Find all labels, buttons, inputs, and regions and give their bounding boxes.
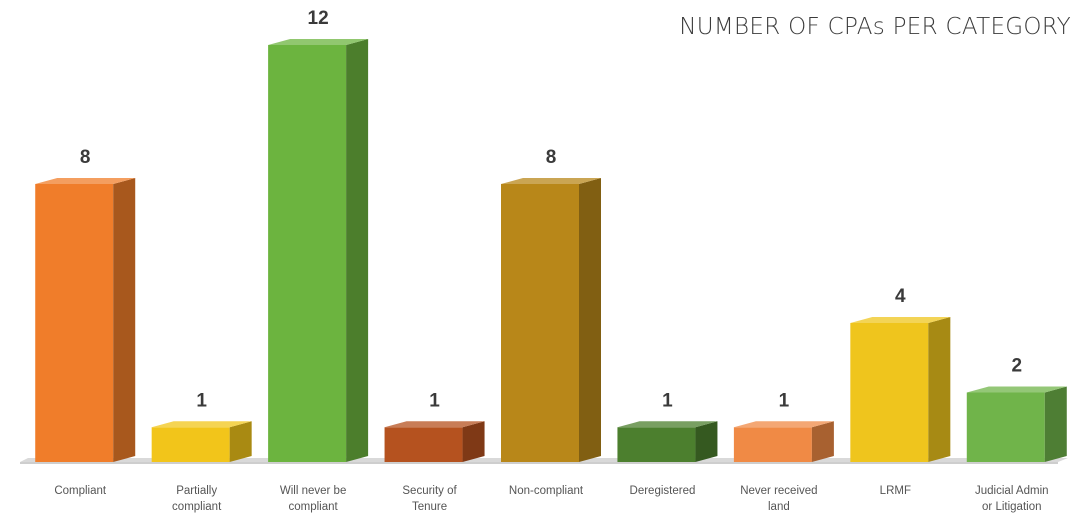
bar-top-face <box>501 178 601 184</box>
value-label: 8 <box>80 147 91 168</box>
bar-side-face <box>113 178 136 462</box>
bar <box>151 421 252 462</box>
category-labels-group: Compliant Partially compliant Will never be… <box>54 485 1048 513</box>
bar-front-face <box>151 427 230 462</box>
bar-front-face <box>501 184 579 462</box>
value-labels-group: 8 1 12 1 8 1 1 4 2 <box>80 8 1022 411</box>
value-label: 12 <box>308 8 329 29</box>
value-label: 1 <box>662 390 673 411</box>
bar-side-face <box>229 421 252 462</box>
bar-top-face <box>617 421 718 428</box>
bar-front-face <box>384 427 463 462</box>
bar <box>850 317 951 462</box>
value-label: 1 <box>196 390 207 411</box>
bar-front-face <box>733 427 812 462</box>
bar-top-face <box>384 421 485 428</box>
bar <box>733 421 834 462</box>
value-label: 1 <box>779 390 790 411</box>
category-label: Security of Tenure <box>402 485 457 513</box>
bar-side-face <box>695 421 718 462</box>
bar-top-face <box>268 39 369 45</box>
category-label: Never received land <box>740 485 817 513</box>
bar-top-face <box>733 421 834 428</box>
bar-side-face <box>811 421 834 462</box>
value-label: 8 <box>546 147 557 168</box>
bar <box>501 178 601 462</box>
category-label: Judicial Admin or Litigation <box>975 485 1049 513</box>
bar-front-face <box>617 427 696 462</box>
bar-front-face <box>35 184 114 462</box>
bar-side-face <box>579 178 601 462</box>
bar <box>35 178 136 462</box>
category-label: Non-compliant <box>509 485 584 497</box>
value-label: 1 <box>429 390 440 411</box>
category-label: LRMF <box>880 485 911 497</box>
bar-side-face <box>462 421 485 462</box>
category-label: Compliant <box>54 485 107 497</box>
bar-front-face <box>850 323 929 462</box>
bar-front-face <box>966 392 1045 462</box>
bar-top-face <box>850 317 951 323</box>
category-label: Will never be compliant <box>280 485 346 513</box>
bar-top-face <box>35 178 136 184</box>
bar-side-face <box>1044 386 1067 462</box>
value-label: 4 <box>895 286 906 307</box>
chart-title: NUMBER OF CPAs PER CATEGORY <box>679 14 1071 40</box>
bar <box>966 386 1067 462</box>
bar-top-face <box>151 421 252 428</box>
category-label: Deregistered <box>630 485 696 497</box>
bar-front-face <box>268 45 347 462</box>
bar-side-face <box>928 317 951 462</box>
bar-top-face <box>966 386 1067 393</box>
bar-side-face <box>346 39 369 462</box>
bar <box>617 421 718 462</box>
value-label: 2 <box>1011 356 1022 377</box>
bar <box>268 39 369 462</box>
bar <box>384 421 485 462</box>
bars-group <box>35 39 1067 462</box>
category-label: Partially compliant <box>172 485 222 513</box>
